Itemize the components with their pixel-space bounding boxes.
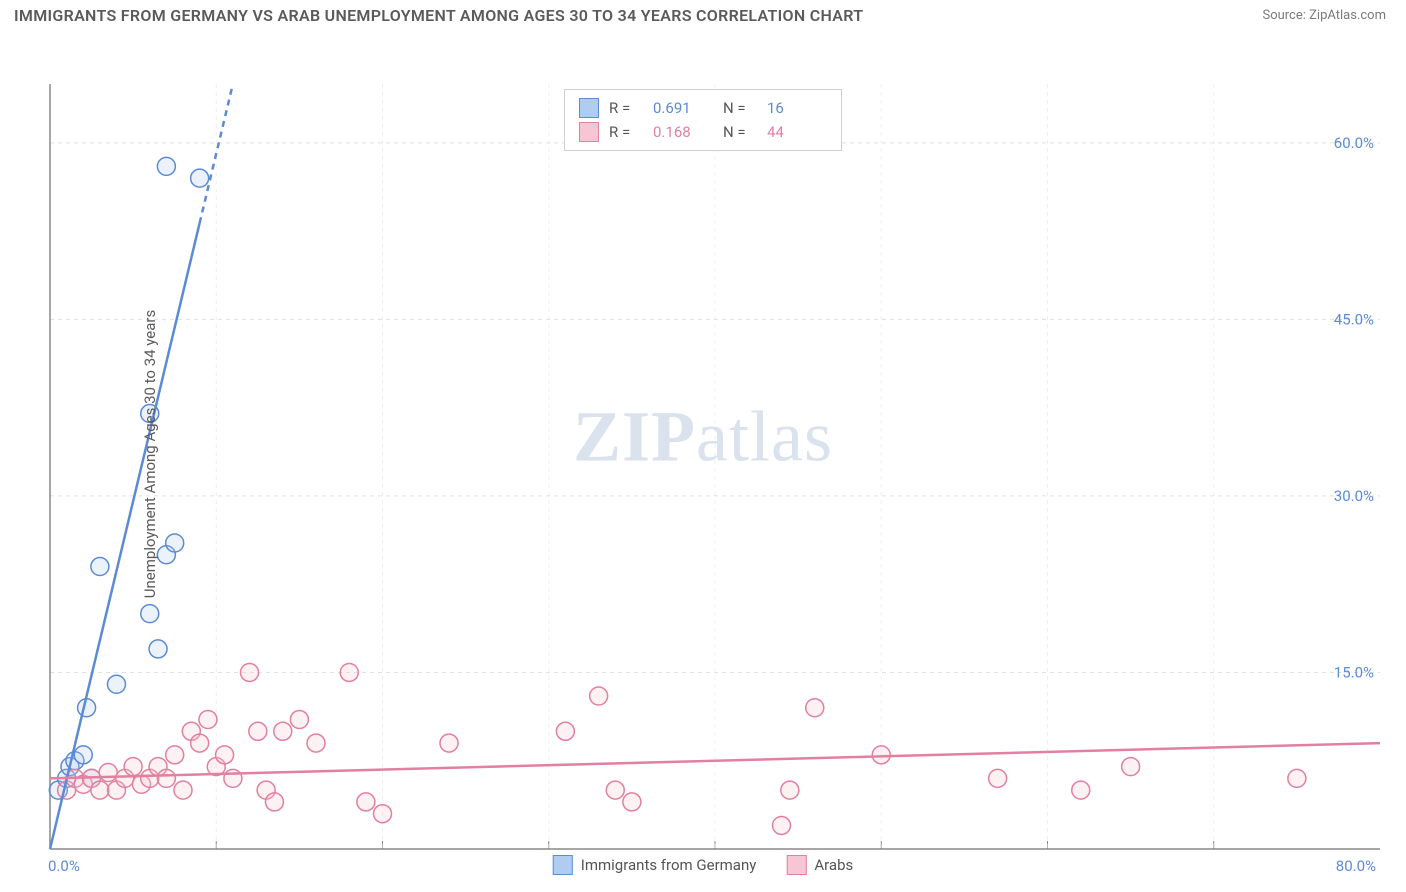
svg-text:60.0%: 60.0% [1334, 134, 1374, 152]
y-axis-label: Unemployment Among Ages 30 to 34 years [141, 310, 159, 598]
legend-item-germany: Immigrants from Germany [553, 855, 757, 875]
chart-title: IMMIGRANTS FROM GERMANY VS ARAB UNEMPLOY… [14, 6, 863, 25]
n-label: N = [723, 99, 757, 117]
swatch-germany-icon [553, 855, 573, 875]
legend-label-germany: Immigrants from Germany [581, 856, 757, 874]
legend-label-arabs: Arabs [814, 856, 853, 874]
correlation-legend: R = 0.691 N = 16 R = 0.168 N = 44 [564, 89, 842, 151]
swatch-germany [579, 98, 599, 118]
svg-text:15.0%: 15.0% [1334, 663, 1374, 681]
svg-text:0.0%: 0.0% [48, 857, 80, 875]
scatter-chart: 15.0% 30.0% 45.0% 60.0% 0.0% 80.0% [0, 29, 1406, 879]
r-label: R = [609, 99, 643, 117]
legend-row-arabs: R = 0.168 N = 44 [579, 120, 827, 144]
svg-text:30.0%: 30.0% [1334, 487, 1374, 505]
svg-text:45.0%: 45.0% [1334, 310, 1374, 328]
n-value-germany: 16 [767, 99, 827, 117]
swatch-arabs-icon [786, 855, 806, 875]
legend-row-germany: R = 0.691 N = 16 [579, 96, 827, 120]
legend-item-arabs: Arabs [786, 855, 853, 875]
n-label: N = [723, 123, 757, 141]
swatch-arabs [579, 122, 599, 142]
source-attribution: Source: ZipAtlas.com [1262, 8, 1386, 23]
r-value-germany: 0.691 [653, 99, 713, 117]
r-value-arabs: 0.168 [653, 123, 713, 141]
r-label: R = [609, 123, 643, 141]
chart-container: Unemployment Among Ages 30 to 34 years Z… [0, 29, 1406, 879]
svg-text:80.0%: 80.0% [1336, 857, 1376, 875]
n-value-arabs: 44 [767, 123, 827, 141]
series-legend: Immigrants from Germany Arabs [553, 855, 854, 875]
